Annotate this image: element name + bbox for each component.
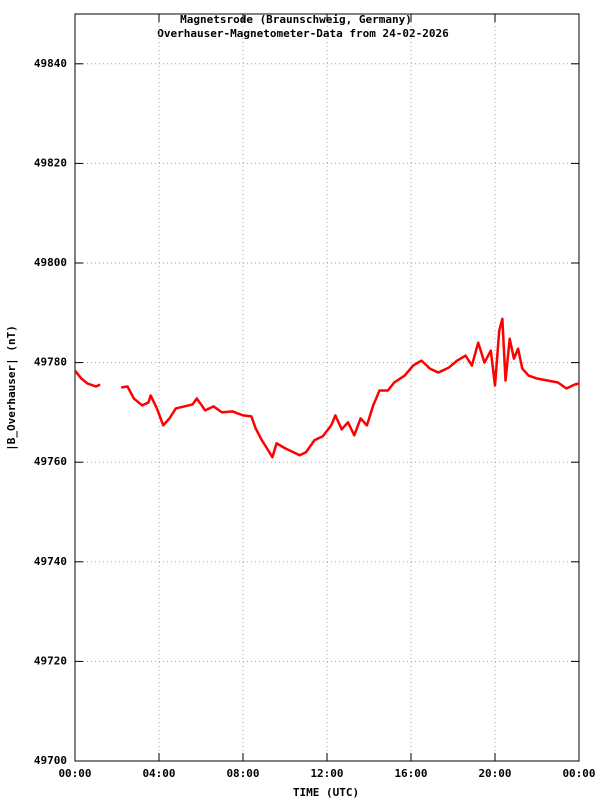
plot-frame — [74, 13, 580, 762]
y-tick-label: 49820 — [34, 156, 67, 169]
chart-subtitle: Overhauser-Magnetometer-Data from 24-02-… — [157, 27, 449, 40]
x-tick-label: 00:00 — [58, 767, 91, 780]
y-tick-label: 49840 — [34, 57, 67, 70]
y-tick-label: 49800 — [34, 256, 67, 269]
x-tick-label: 20:00 — [478, 767, 511, 780]
chart-title: Magnetsrode (Braunschweig, Germany) — [180, 13, 412, 26]
x-tick-label: 16:00 — [394, 767, 427, 780]
y-tick-label: 49720 — [34, 654, 67, 667]
x-tick-label: 04:00 — [142, 767, 175, 780]
x-tick-label: 08:00 — [226, 767, 259, 780]
y-tick-label: 49700 — [34, 754, 67, 767]
y-tick-label: 49760 — [34, 455, 67, 468]
x-tick-label: 00:00 — [562, 767, 595, 780]
x-tick-label: 12:00 — [310, 767, 343, 780]
data-line — [74, 317, 580, 459]
y-tick-label: 49780 — [34, 356, 67, 369]
y-axis-label: |B_Overhauser| (nT) — [5, 325, 18, 451]
y-tick-label: 49740 — [34, 555, 67, 568]
x-axis-label: TIME (UTC) — [293, 786, 359, 799]
